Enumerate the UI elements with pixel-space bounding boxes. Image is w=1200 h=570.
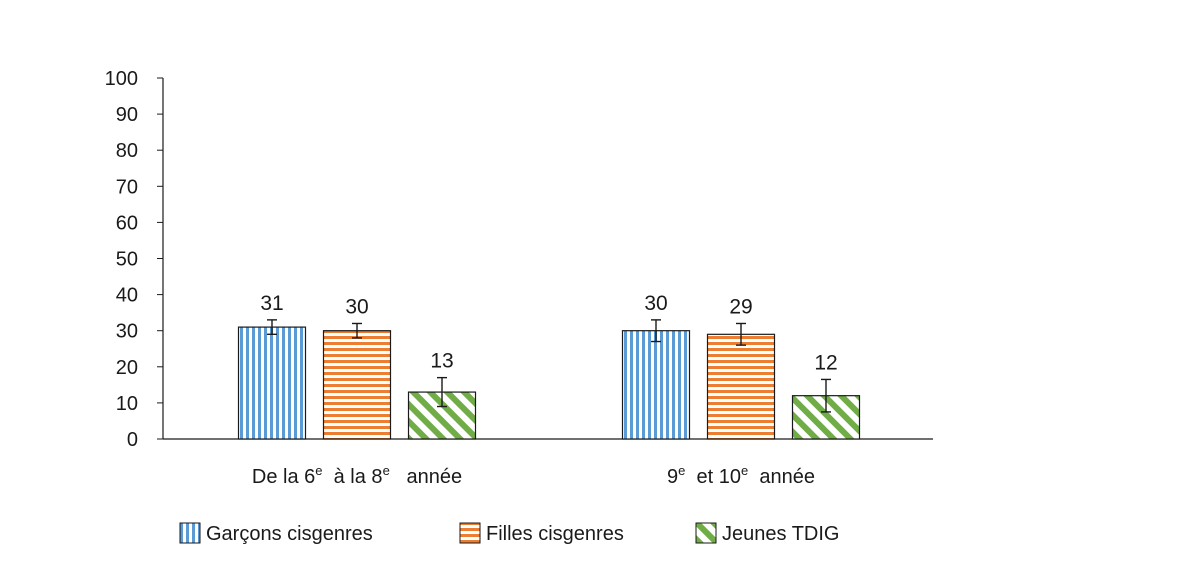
- bar-1-2: [621, 330, 691, 440]
- category-text: De la 6: [252, 466, 315, 488]
- y-tick-label: 90: [116, 104, 138, 126]
- category-superscript: e: [383, 463, 390, 478]
- legend-label-2: Filles cisgenres: [486, 523, 624, 545]
- category-superscript: e: [678, 463, 685, 478]
- y-tick-label: 20: [116, 357, 138, 379]
- category-text: 9: [667, 466, 678, 488]
- y-tick-label: 10: [116, 393, 138, 415]
- category-text: année: [748, 466, 815, 488]
- y-tick-label: 100: [105, 68, 138, 90]
- y-tick-label: 0: [127, 429, 138, 451]
- bar-2-1: [322, 330, 392, 440]
- data-label: 30: [644, 292, 667, 315]
- y-tick-label: 60: [116, 212, 138, 234]
- y-tick-label: 30: [116, 321, 138, 343]
- data-label: 29: [729, 295, 752, 318]
- category-text: à la 8: [323, 466, 383, 488]
- legend-label-3: Jeunes TDIG: [722, 523, 839, 545]
- data-label: 30: [345, 295, 368, 318]
- legend-swatch-2: [459, 522, 481, 544]
- category-text: et 10: [685, 466, 741, 488]
- bar-1-1: [237, 326, 307, 440]
- data-label: 31: [260, 292, 283, 315]
- legend-swatch-3: [695, 522, 717, 544]
- x-category-label: De la 6e à la 8e année: [252, 463, 462, 488]
- legend-label-1: Garçons cisgenres: [206, 523, 373, 545]
- category-superscript: e: [741, 463, 748, 478]
- x-category-label: 9e et 10e année: [667, 463, 815, 488]
- data-label: 12: [814, 351, 837, 374]
- category-superscript: e: [315, 463, 322, 478]
- category-text: année: [390, 466, 462, 488]
- y-tick-label: 80: [116, 140, 138, 162]
- bar-2-2: [706, 333, 776, 440]
- legend-swatch-1: [179, 522, 201, 544]
- y-tick-label: 40: [116, 285, 138, 307]
- data-label: 13: [430, 350, 453, 373]
- y-tick-label: 50: [116, 249, 138, 271]
- y-tick-label: 70: [116, 176, 138, 198]
